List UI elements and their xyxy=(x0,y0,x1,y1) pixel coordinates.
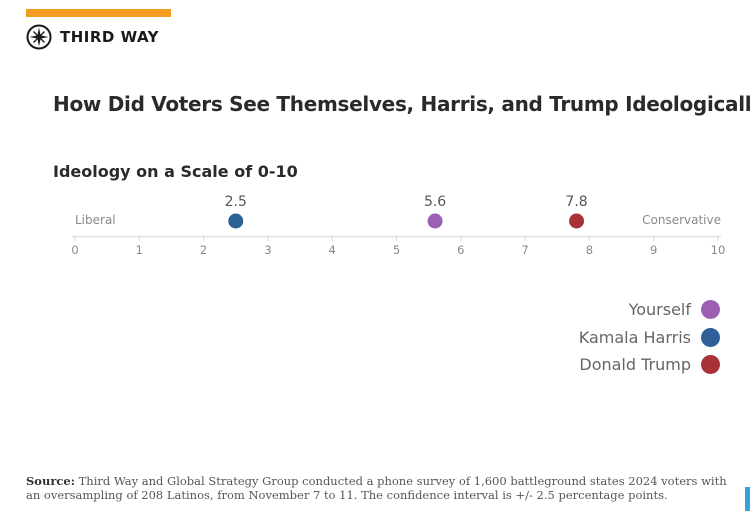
x-tick-label: 2 xyxy=(200,243,207,257)
legend-item: Kamala Harris xyxy=(579,324,720,352)
compass-star-icon xyxy=(26,24,52,50)
legend-label: Donald Trump xyxy=(579,355,691,375)
source-label: Source: xyxy=(26,474,75,488)
liberal-label: Liberal xyxy=(75,213,116,227)
source-note: Source: Third Way and Global Strategy Gr… xyxy=(26,474,750,502)
conservative-label: Conservative xyxy=(642,213,721,227)
x-tick-label: 8 xyxy=(586,243,593,257)
x-axis-ticks: 0 1 2 3 4 5 6 7 8 9 10 xyxy=(71,236,726,257)
legend-swatch xyxy=(701,355,720,375)
legend-item: Donald Trump xyxy=(579,351,720,379)
x-tick-label: 5 xyxy=(393,243,400,257)
legend-swatch xyxy=(701,327,720,347)
source-line-1: Third Way and Global Strategy Group cond… xyxy=(78,474,727,488)
chart-subtitle: Ideology on a Scale of 0-10 xyxy=(53,162,298,181)
legend: Yourself Kamala Harris Donald Trump xyxy=(579,296,720,379)
x-tick-label: 9 xyxy=(650,243,657,257)
x-tick-label: 3 xyxy=(264,243,271,257)
brand-name: THIRD WAY xyxy=(60,28,159,46)
x-tick-label: 6 xyxy=(457,243,464,257)
data-point xyxy=(228,213,244,229)
source-line-2: an oversampling of 208 Latinos, from Nov… xyxy=(26,488,668,502)
x-tick-label: 1 xyxy=(136,243,143,257)
ideology-chart: Liberal Conservative 0 1 2 3 4 5 6 7 8 9 10 5.6 2.5… xyxy=(71,194,726,257)
legend-item: Yourself xyxy=(579,296,720,324)
data-points: 5.6 2.5 7.8 xyxy=(225,194,588,229)
chart-title: How Did Voters See Themselves, Harris, a… xyxy=(53,92,750,116)
data-label: 5.6 xyxy=(424,194,446,210)
x-tick-label: 0 xyxy=(71,243,78,257)
data-label: 2.5 xyxy=(225,194,247,210)
x-tick-label: 7 xyxy=(521,243,528,257)
data-point xyxy=(569,213,585,229)
legend-label: Kamala Harris xyxy=(578,327,691,347)
data-label: 7.8 xyxy=(565,194,587,210)
x-tick-label: 4 xyxy=(329,243,336,257)
edge-accent xyxy=(745,487,750,511)
accent-bar xyxy=(26,9,171,17)
legend-label: Yourself xyxy=(628,300,691,320)
x-tick-label: 10 xyxy=(711,243,726,257)
legend-swatch xyxy=(701,300,720,320)
data-point xyxy=(427,213,443,229)
third-way-logo: THIRD WAY xyxy=(26,24,159,50)
